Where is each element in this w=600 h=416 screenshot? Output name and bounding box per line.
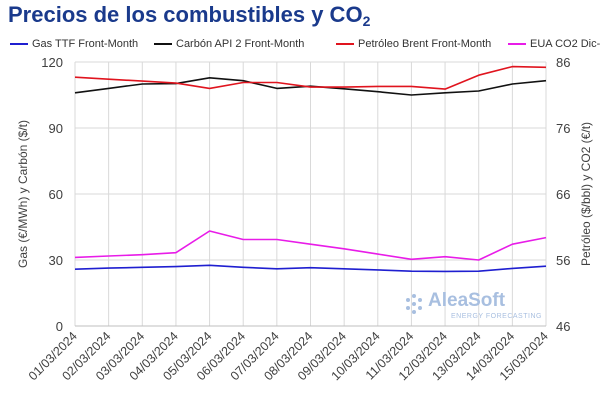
chart-legend: Gas TTF Front-Month Carbón API 2 Front-Mo… — [10, 36, 600, 52]
aleasoft-watermark: AleaSoft ENERGY FORECASTING — [404, 290, 554, 326]
y2-tick-label: 76 — [556, 121, 570, 136]
series-line-gas-ttf-front-month — [74, 264, 547, 273]
y2-tick-label: 46 — [556, 319, 570, 334]
legend-swatch — [336, 43, 354, 45]
chart-title-subscript: 2 — [362, 13, 371, 29]
chart-title-main: Precios de los combustibles y CO — [8, 2, 363, 27]
legend-swatch — [508, 43, 526, 45]
aleasoft-logo-icon — [404, 294, 424, 314]
watermark-name: AleaSoft — [428, 290, 506, 311]
legend-item: EUA CO2 Dic-2024 — [508, 36, 600, 52]
series-line-petroleo-brent-front-month — [74, 65, 547, 90]
y-tick-label: 0 — [56, 319, 63, 334]
y2-tick-label: 86 — [556, 55, 570, 70]
legend-label: Petróleo Brent Front-Month — [358, 38, 492, 50]
series-line-eua-co2-dic-2024 — [74, 230, 547, 261]
legend-swatch — [10, 43, 28, 45]
y2-axis-title: Petróleo ($/bbl) y CO2 (€/t) — [579, 122, 593, 266]
y-axis-title: Gas (€/MWh) y Carbón ($/t) — [16, 120, 30, 268]
legend-item: Gas TTF Front-Month — [10, 36, 138, 52]
chart-title: Precios de los combustibles y CO2 — [8, 2, 370, 29]
y-tick-label: 90 — [49, 121, 63, 136]
series-line-carbon-api-2-front-month — [74, 77, 547, 96]
legend-item: Carbón API 2 Front-Month — [154, 36, 304, 52]
legend-item: Petróleo Brent Front-Month — [336, 36, 491, 52]
y2-tick-label: 66 — [556, 187, 570, 202]
legend-swatch — [154, 43, 172, 45]
watermark-tagline: ENERGY FORECASTING — [451, 313, 542, 320]
legend-label: Carbón API 2 Front-Month — [176, 38, 305, 50]
legend-label: EUA CO2 Dic-2024 — [530, 38, 600, 50]
y-tick-label: 30 — [49, 253, 63, 268]
legend-label: Gas TTF Front-Month — [32, 38, 139, 50]
y2-tick-label: 56 — [556, 253, 570, 268]
y-tick-label: 60 — [49, 187, 63, 202]
y-tick-label: 120 — [41, 55, 63, 70]
